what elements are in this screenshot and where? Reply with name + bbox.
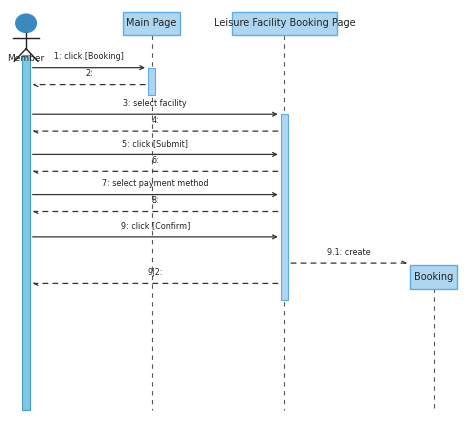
Text: 9: click [Confirm]: 9: click [Confirm] bbox=[120, 222, 190, 231]
Text: Booking: Booking bbox=[414, 272, 453, 282]
Text: 9|2:: 9|2: bbox=[147, 268, 163, 277]
Text: 2:: 2: bbox=[85, 69, 93, 78]
Text: 3: select facility: 3: select facility bbox=[123, 99, 187, 108]
Text: 4:: 4: bbox=[151, 116, 159, 125]
FancyBboxPatch shape bbox=[123, 12, 180, 35]
FancyBboxPatch shape bbox=[410, 266, 457, 289]
Circle shape bbox=[16, 14, 36, 33]
Text: 5: click [Submit]: 5: click [Submit] bbox=[122, 139, 188, 148]
Text: Leisure Facility Booking Page: Leisure Facility Booking Page bbox=[214, 18, 355, 28]
Text: Member: Member bbox=[8, 54, 45, 63]
Text: 9.1: create: 9.1: create bbox=[327, 248, 371, 257]
FancyBboxPatch shape bbox=[22, 55, 30, 410]
Text: 1: click [Booking]: 1: click [Booking] bbox=[54, 52, 124, 61]
Text: 7: select payment method: 7: select payment method bbox=[102, 179, 209, 188]
FancyBboxPatch shape bbox=[281, 114, 288, 300]
FancyBboxPatch shape bbox=[232, 12, 337, 35]
FancyBboxPatch shape bbox=[148, 68, 155, 95]
Text: Main Page: Main Page bbox=[127, 18, 177, 28]
Text: 8:: 8: bbox=[151, 196, 159, 205]
Text: 6:: 6: bbox=[151, 156, 159, 165]
